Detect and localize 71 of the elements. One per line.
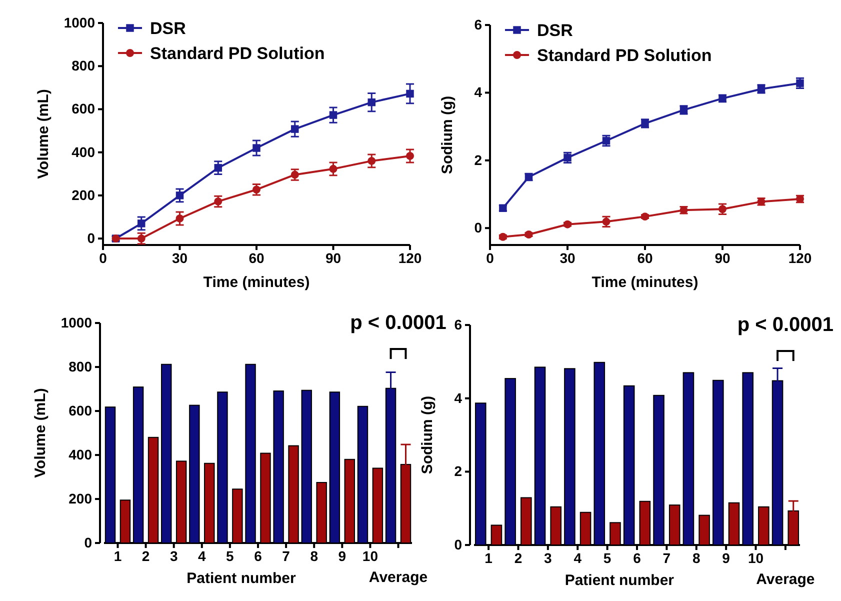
point xyxy=(406,90,414,98)
x-tick-label: 0 xyxy=(486,250,494,266)
x-tick-label: 120 xyxy=(398,250,422,266)
x-tick-label: 2 xyxy=(142,548,150,564)
x-tick-label: Average xyxy=(368,568,428,586)
x-tick-label: 60 xyxy=(248,250,264,266)
x-tick-label: 30 xyxy=(172,250,188,266)
x-tick-label: 4 xyxy=(198,548,206,564)
x-tick-label: 2 xyxy=(514,550,522,566)
x-tick-label: 9 xyxy=(338,548,346,564)
y-tick-label: 2 xyxy=(454,463,462,480)
y-tick-label: 400 xyxy=(72,144,96,160)
legend-label: DSR xyxy=(537,21,573,40)
point xyxy=(329,111,338,119)
x-tick-label: 5 xyxy=(603,550,612,566)
x-tick-label: 90 xyxy=(714,250,730,266)
legend-label: DSR xyxy=(150,19,186,38)
y-tick-label: 4 xyxy=(454,390,462,406)
x-axis-title: Patient number xyxy=(564,572,674,589)
x-tick-label: 8 xyxy=(310,548,318,564)
point xyxy=(368,98,376,106)
x-tick-label: 6 xyxy=(633,550,642,566)
y-axis-title: Sodium (g) xyxy=(439,96,456,174)
y-tick-label: 6 xyxy=(454,316,462,332)
x-tick-label: 7 xyxy=(282,548,290,564)
x-tick-label: 0 xyxy=(99,250,108,266)
y-tick-label: 0 xyxy=(87,230,96,246)
x-tick-label: 4 xyxy=(574,550,582,566)
y-tick-label: 1000 xyxy=(64,14,96,30)
x-tick-label: 9 xyxy=(722,550,730,566)
legend-label: Standard PD Solution xyxy=(537,46,712,65)
x-tick-label: 10 xyxy=(362,548,378,564)
x-tick-label: 1 xyxy=(484,550,493,566)
x-tick-label: 10 xyxy=(748,550,764,566)
y-tick-label: 0 xyxy=(454,536,462,552)
y-tick-label: 4 xyxy=(474,84,482,100)
x-tick-label: 3 xyxy=(544,550,552,566)
x-tick-label: 5 xyxy=(226,548,234,564)
y-tick-label: 0 xyxy=(84,534,92,550)
point xyxy=(291,125,299,133)
x-tick-label: 30 xyxy=(560,250,576,266)
y-tick-label: 6 xyxy=(474,16,482,32)
y-axis-title: Volume (mL) xyxy=(32,388,49,478)
y-tick-label: 600 xyxy=(72,100,96,117)
y-tick-label: 200 xyxy=(72,186,96,203)
x-tick-label: 8 xyxy=(692,550,700,566)
annotation: p < 0.0001 xyxy=(350,312,446,334)
y-axis-title: Sodium (g) xyxy=(419,396,436,474)
x-tick-label: 1 xyxy=(114,548,122,564)
x-tick-label: Average xyxy=(756,570,815,588)
point xyxy=(252,144,260,152)
x-tick-label: 60 xyxy=(637,250,653,266)
y-tick-label: 0 xyxy=(474,220,482,236)
y-tick-label: 2 xyxy=(474,152,482,168)
y-tick-label: 400 xyxy=(68,446,92,462)
y-tick-label: 800 xyxy=(68,358,92,374)
x-tick-label: 6 xyxy=(254,548,262,564)
y-axis-title: Volume (mL) xyxy=(35,89,52,179)
legend-label: Standard PD Solution xyxy=(150,44,325,63)
x-tick-label: 120 xyxy=(788,250,812,266)
y-tick-label: 800 xyxy=(72,58,96,74)
x-tick-label: 3 xyxy=(170,548,178,564)
x-axis-title: Time (minutes) xyxy=(203,274,310,291)
x-axis-title: Patient number xyxy=(186,570,296,587)
annotation: p < 0.0001 xyxy=(737,314,834,336)
y-tick-label: 1000 xyxy=(60,314,92,330)
x-tick-label: 7 xyxy=(662,550,671,566)
x-tick-label: 90 xyxy=(325,250,342,266)
y-tick-label: 600 xyxy=(68,402,92,418)
y-tick-label: 200 xyxy=(68,490,92,506)
x-axis-title: Time (minutes) xyxy=(592,274,698,291)
